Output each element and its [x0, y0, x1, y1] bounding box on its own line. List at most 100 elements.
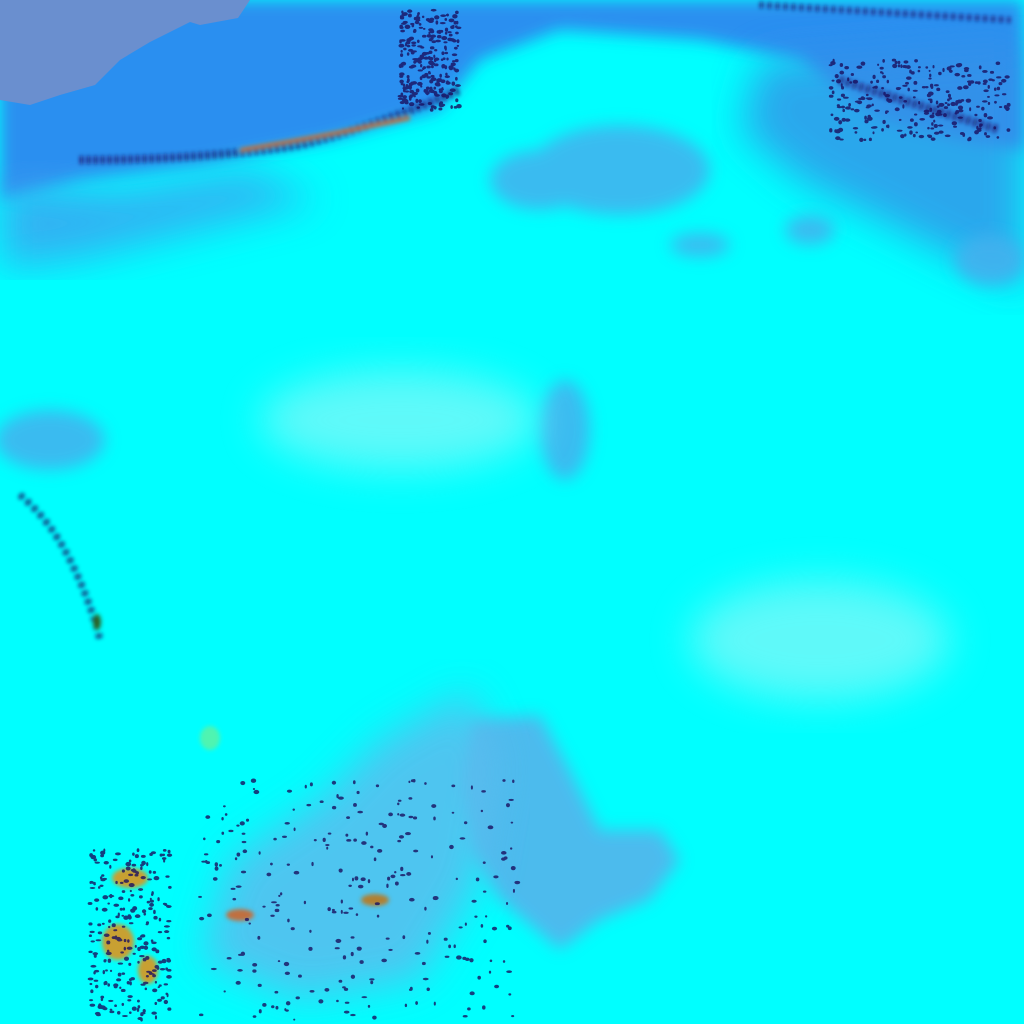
- rock-speckle: [868, 137, 872, 142]
- rock-speckle: [993, 126, 997, 130]
- rock-speckle: [455, 877, 459, 881]
- rock-speckle: [134, 944, 137, 948]
- rock-speckle: [872, 131, 875, 135]
- rock-speckle: [456, 104, 462, 109]
- rock-speckle: [399, 26, 404, 29]
- rock-speckle: [331, 805, 337, 810]
- rock-speckle: [367, 879, 371, 884]
- rock-speckle: [429, 46, 435, 50]
- rock-speckle: [506, 970, 512, 973]
- rock-speckle: [122, 1014, 128, 1018]
- rock-speckle: [338, 868, 343, 873]
- rock-speckle: [258, 1009, 262, 1014]
- rock-speckle: [168, 885, 172, 889]
- rock-speckle: [374, 902, 380, 906]
- rock-speckle: [402, 83, 406, 87]
- rock-speckle: [221, 831, 225, 835]
- rock-speckle: [377, 848, 383, 853]
- rock-speckle: [417, 60, 422, 64]
- rock-speckle: [400, 15, 405, 20]
- rock-speckle: [904, 133, 907, 137]
- rock-speckle: [99, 884, 104, 887]
- rock-speckle: [128, 873, 134, 877]
- rock-speckle: [292, 808, 295, 811]
- rock-speckle: [88, 950, 93, 954]
- southern-cloud-west: [200, 690, 500, 1000]
- rock-speckle: [982, 79, 988, 84]
- rock-speckle: [449, 844, 454, 850]
- rock-speckle: [423, 56, 429, 60]
- rock-speckle: [989, 70, 995, 74]
- rock-speckle: [502, 960, 506, 963]
- rock-speckle: [489, 959, 493, 963]
- rock-speckle: [166, 904, 169, 907]
- rock-speckle: [107, 983, 111, 987]
- rock-speckle: [483, 939, 487, 944]
- rock-speckle: [257, 983, 262, 987]
- rock-speckle: [149, 852, 153, 856]
- mountain-ridge-north: [79, 2, 1011, 164]
- rock-speckle: [946, 66, 952, 71]
- rock-speckle: [929, 107, 933, 113]
- rock-speckle: [949, 65, 955, 68]
- rock-speckle: [357, 884, 364, 889]
- rock-speckle: [930, 127, 935, 130]
- rock-speckle: [1001, 93, 1007, 96]
- rock-speckle: [311, 861, 314, 867]
- rock-speckle: [969, 107, 972, 112]
- rock-speckle: [407, 9, 413, 13]
- rock-speckle: [367, 1004, 371, 1008]
- rock-speckle: [987, 116, 994, 120]
- rock-speckle: [130, 893, 135, 897]
- rock-speckle: [937, 112, 941, 116]
- rock-speckle: [965, 98, 972, 103]
- rock-speckle: [252, 1015, 257, 1018]
- rock-speckle: [452, 24, 455, 28]
- rock-speckle: [903, 65, 909, 69]
- rock-speckle: [408, 797, 413, 800]
- rock-speckle: [477, 975, 481, 980]
- rock-speckle: [136, 1007, 140, 1012]
- rock-speckle: [935, 100, 939, 105]
- rock-speckle: [398, 835, 405, 839]
- rock-speckle: [463, 821, 468, 825]
- rock-speckle: [831, 79, 835, 82]
- rock-speckle: [444, 31, 448, 35]
- rock-speckle: [146, 862, 149, 867]
- rock-speckle: [428, 28, 434, 32]
- rock-speckle: [252, 969, 257, 973]
- rock-speckle: [94, 984, 99, 989]
- rock-speckle: [981, 106, 985, 111]
- rock-speckle: [158, 917, 162, 922]
- rock-speckle: [429, 86, 433, 92]
- rock-speckle: [140, 1011, 146, 1015]
- rock-speckle: [128, 978, 133, 982]
- rock-speckle: [436, 34, 442, 39]
- rock-speckle: [279, 892, 283, 896]
- rock-speckle: [426, 76, 431, 79]
- rock-speckle: [406, 75, 410, 79]
- rock-speckle: [510, 821, 514, 824]
- rock-speckle: [340, 899, 343, 904]
- rock-speckle: [327, 832, 332, 835]
- rock-speckle: [435, 39, 441, 43]
- rock-speckle: [435, 20, 439, 25]
- rock-speckle: [348, 907, 354, 910]
- rock-speckle: [271, 1005, 275, 1009]
- rock-speckle: [918, 101, 921, 105]
- rock-speckle: [121, 972, 126, 975]
- rock-speckle: [318, 999, 324, 1004]
- rock-speckle: [399, 813, 406, 817]
- rock-speckle: [402, 935, 406, 940]
- rock-speckle: [100, 878, 106, 882]
- rock-speckle: [403, 47, 407, 51]
- rock-speckle: [337, 796, 344, 800]
- rock-speckle: [121, 925, 126, 928]
- rock-speckle: [94, 898, 100, 902]
- rock-speckle: [137, 999, 140, 1003]
- rock-speckle: [164, 930, 170, 934]
- rock-speckle: [909, 130, 913, 135]
- rock-speckle: [454, 84, 461, 87]
- rock-speckle: [365, 831, 369, 836]
- rock-speckle: [152, 969, 157, 972]
